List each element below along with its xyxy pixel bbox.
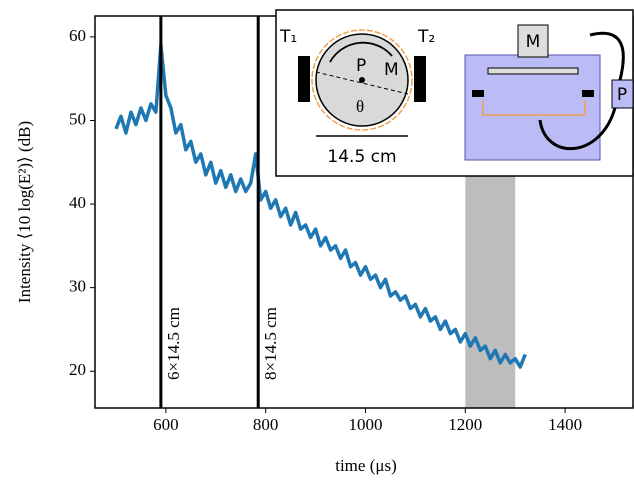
inset-label: T₂	[417, 27, 435, 47]
inset-label: T₁	[279, 27, 297, 47]
motor	[517, 24, 549, 58]
transducer	[472, 90, 484, 97]
marker-label: 6×14.5 cm	[164, 307, 183, 380]
inset-label: P	[356, 56, 366, 76]
tube	[538, 31, 625, 151]
plate-side	[487, 67, 579, 75]
pump	[611, 79, 634, 109]
transducer	[414, 56, 426, 102]
x-tick-label: 1400	[548, 415, 582, 434]
y-tick-label: 50	[69, 109, 86, 128]
transducer	[298, 56, 310, 102]
marker-label: 8×14.5 cm	[261, 307, 280, 380]
y-tick-label: 30	[69, 277, 86, 296]
y-tick-label: 40	[69, 193, 86, 212]
y-tick-label: 60	[69, 26, 86, 45]
pivot	[359, 77, 365, 83]
y-axis-label: Intensity ⟨10 log(E²)⟩ (dB)	[15, 121, 34, 303]
rotation-arrow	[329, 41, 393, 63]
data-line	[114, 43, 527, 369]
x-tick-label: 800	[253, 415, 279, 434]
inset-label: 14.5 cm	[327, 147, 396, 167]
transducer	[582, 90, 594, 97]
inset-label: M	[526, 32, 541, 52]
x-axis-label: time (μs)	[335, 456, 397, 475]
y-tick-label: 20	[69, 360, 86, 379]
x-tick-label: 1200	[448, 415, 482, 434]
x-tick-label: 1000	[348, 415, 382, 434]
plate-outline	[311, 29, 413, 131]
x-tick-label: 600	[153, 415, 179, 434]
inset-label: P	[617, 85, 627, 105]
wire	[482, 100, 586, 116]
inset-label: θ	[356, 97, 364, 116]
axis-line	[315, 71, 409, 95]
inset-label: M	[384, 60, 399, 80]
inset-diagram: T₁ T₂ P M θ 14.5 cm M P	[275, 9, 634, 177]
